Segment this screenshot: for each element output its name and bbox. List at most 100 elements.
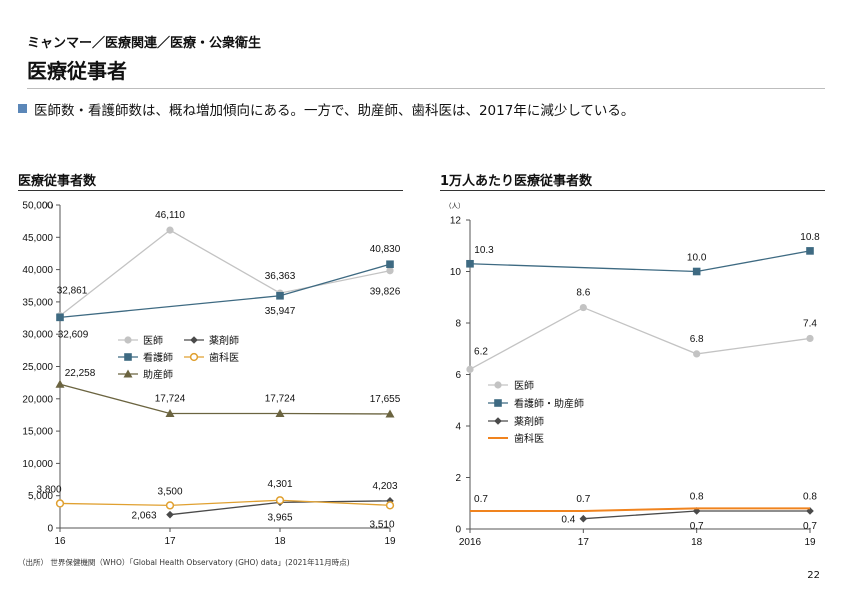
left-point-nurse (56, 313, 64, 322)
right-y-tick-label: 6 (455, 370, 461, 381)
right-x-tick-label: 19 (804, 537, 816, 548)
left-y-tick-label: 15,000 (22, 427, 53, 438)
left-legend-marker-pharmacist (190, 336, 198, 344)
left-legend-label-dentist: 歯科医 (209, 351, 239, 364)
left-chart-title-rule (18, 190, 403, 191)
left-y-tick-label: 10,000 (22, 459, 53, 470)
right-legend-label-pharmacist: 薬剤師 (514, 415, 544, 428)
left-point-midwife (385, 409, 395, 418)
right-data-label-nurse: 10.8 (800, 232, 820, 243)
left-chart-title: 医療従事者数 (18, 174, 97, 189)
left-point-nurse (276, 291, 284, 300)
left-data-label-doctor: 39,826 (370, 287, 401, 298)
left-data-label-nurse: 32,609 (58, 329, 89, 340)
left-y-tick-label: 20,000 (22, 394, 53, 405)
left-legend-marker-dentist (189, 352, 199, 362)
right-chart-title: 1万人あたり医療従事者数 (440, 174, 593, 189)
title-divider (27, 88, 825, 89)
left-data-label-nurse: 35,947 (265, 306, 296, 317)
left-legend-label-pharmacist: 薬剤師 (209, 334, 239, 347)
left-data-label-midwife: 17,655 (370, 394, 401, 405)
left-data-label-midwife: 17,724 (155, 394, 186, 405)
left-y-tick-label: 35,000 (22, 297, 53, 308)
left-y-tick-label: 40,000 (22, 265, 53, 276)
right-y-tick-label: 2 (455, 473, 461, 484)
right-series-line-dentist_right (470, 507, 810, 512)
left-series-line-nurse (59, 263, 391, 318)
left-point-doctor (386, 267, 394, 275)
right-series-line-doctor (469, 306, 811, 370)
left-legend-marker-nurse (124, 353, 132, 361)
right-data-label-doctor: 6.2 (474, 346, 488, 357)
left-point-doctor (166, 226, 174, 234)
left-data-label-pharmacist: 2,063 (131, 511, 156, 522)
right-data-label-doctor: 7.4 (803, 318, 817, 329)
right-data-label-pharmacist: 0.7 (803, 521, 817, 532)
summary-text: 医師数・看護師数は、概ね増加傾向にある。一方で、助産師、歯科医は、2017年に減… (34, 103, 635, 119)
left-series-line-doctor (59, 229, 391, 317)
square-bullet-icon (18, 104, 27, 113)
left-y-tick-label: 5,000 (28, 491, 53, 502)
left-y-tick-label: 45,000 (22, 233, 53, 244)
right-data-label-dentist_right: 0.8 (690, 491, 704, 502)
right-point-doctor (806, 334, 814, 343)
page-number: 22 (807, 570, 820, 581)
left-point-dentist (275, 496, 285, 505)
right-legend-label-doctor: 医師 (514, 379, 534, 392)
left-y-tick-label: 50,000 (22, 201, 53, 212)
left-y-tick-label: 30,000 (22, 330, 53, 341)
right-x-tick-label: 2016 (459, 537, 482, 548)
right-point-doctor (466, 365, 474, 373)
left-data-label-midwife: 22,258 (65, 368, 96, 379)
left-series-line-dentist (59, 499, 391, 507)
right-data-label-nurse: 10.0 (687, 253, 707, 264)
left-x-tick-label: 16 (54, 536, 66, 547)
right-x-tick-label: 18 (691, 537, 703, 548)
left-x-tick-label: 19 (384, 536, 396, 547)
left-data-label-doctor: 36,363 (265, 271, 296, 282)
left-unit-label: （人） (38, 202, 58, 210)
right-data-label-doctor: 6.8 (690, 334, 704, 345)
right-data-label-pharmacist: 0.7 (690, 521, 704, 532)
left-point-dentist (55, 499, 65, 508)
right-legend-label-dentist_right: 歯科医 (514, 432, 544, 445)
page-title: 医療従事者 (27, 59, 127, 83)
left-data-label-doctor: 32,861 (57, 286, 88, 297)
left-legend-marker-doctor (124, 336, 132, 344)
left-point-nurse (386, 260, 394, 269)
source-note: （出所） 世界保健機関（WHO）「Global Health Observato… (18, 558, 350, 567)
left-data-label-dentist: 3,500 (157, 486, 182, 497)
left-point-pharmacist (166, 510, 174, 519)
right-legend-marker-pharmacist (494, 417, 502, 425)
left-data-label-dentist: 4,301 (267, 479, 292, 490)
right-data-label-dentist_right: 0.7 (576, 494, 590, 505)
left-point-midwife (275, 409, 285, 418)
right-legend-label-nurse: 看護師・助産師 (514, 397, 584, 410)
breadcrumb: ミャンマー／医療関連／医療・公衆衛生 (27, 36, 262, 51)
left-x-tick-label: 17 (164, 536, 176, 547)
right-data-label-dentist_right: 0.7 (474, 494, 488, 505)
left-data-label-doctor: 46,110 (155, 210, 185, 221)
right-y-tick-label: 4 (455, 422, 461, 433)
right-unit-label: （人） (445, 202, 465, 210)
left-legend-marker-midwife (123, 369, 133, 378)
left-y-tick-label: 0 (47, 524, 53, 535)
right-point-pharmacist (579, 514, 588, 523)
left-data-label-pharmacist: 4,203 (372, 481, 397, 492)
left-legend-label-doctor: 医師 (143, 334, 163, 347)
right-point-nurse (692, 267, 701, 276)
left-legend-label-midwife: 助産師 (143, 368, 173, 381)
right-data-label-pharmacist: 0.4 (561, 515, 575, 526)
right-point-pharmacist (806, 507, 814, 515)
left-legend-label-nurse: 看護師 (143, 351, 173, 364)
left-point-midwife (165, 409, 175, 418)
right-y-tick-label: 12 (450, 216, 462, 227)
right-y-tick-label: 0 (455, 525, 461, 536)
right-legend-marker-nurse (494, 399, 502, 407)
left-series-line-midwife (59, 383, 391, 415)
left-data-label-dentist: 3,510 (369, 519, 394, 530)
left-point-midwife (55, 379, 65, 388)
left-x-tick-label: 18 (274, 536, 286, 547)
left-data-label-midwife: 17,724 (265, 394, 296, 405)
